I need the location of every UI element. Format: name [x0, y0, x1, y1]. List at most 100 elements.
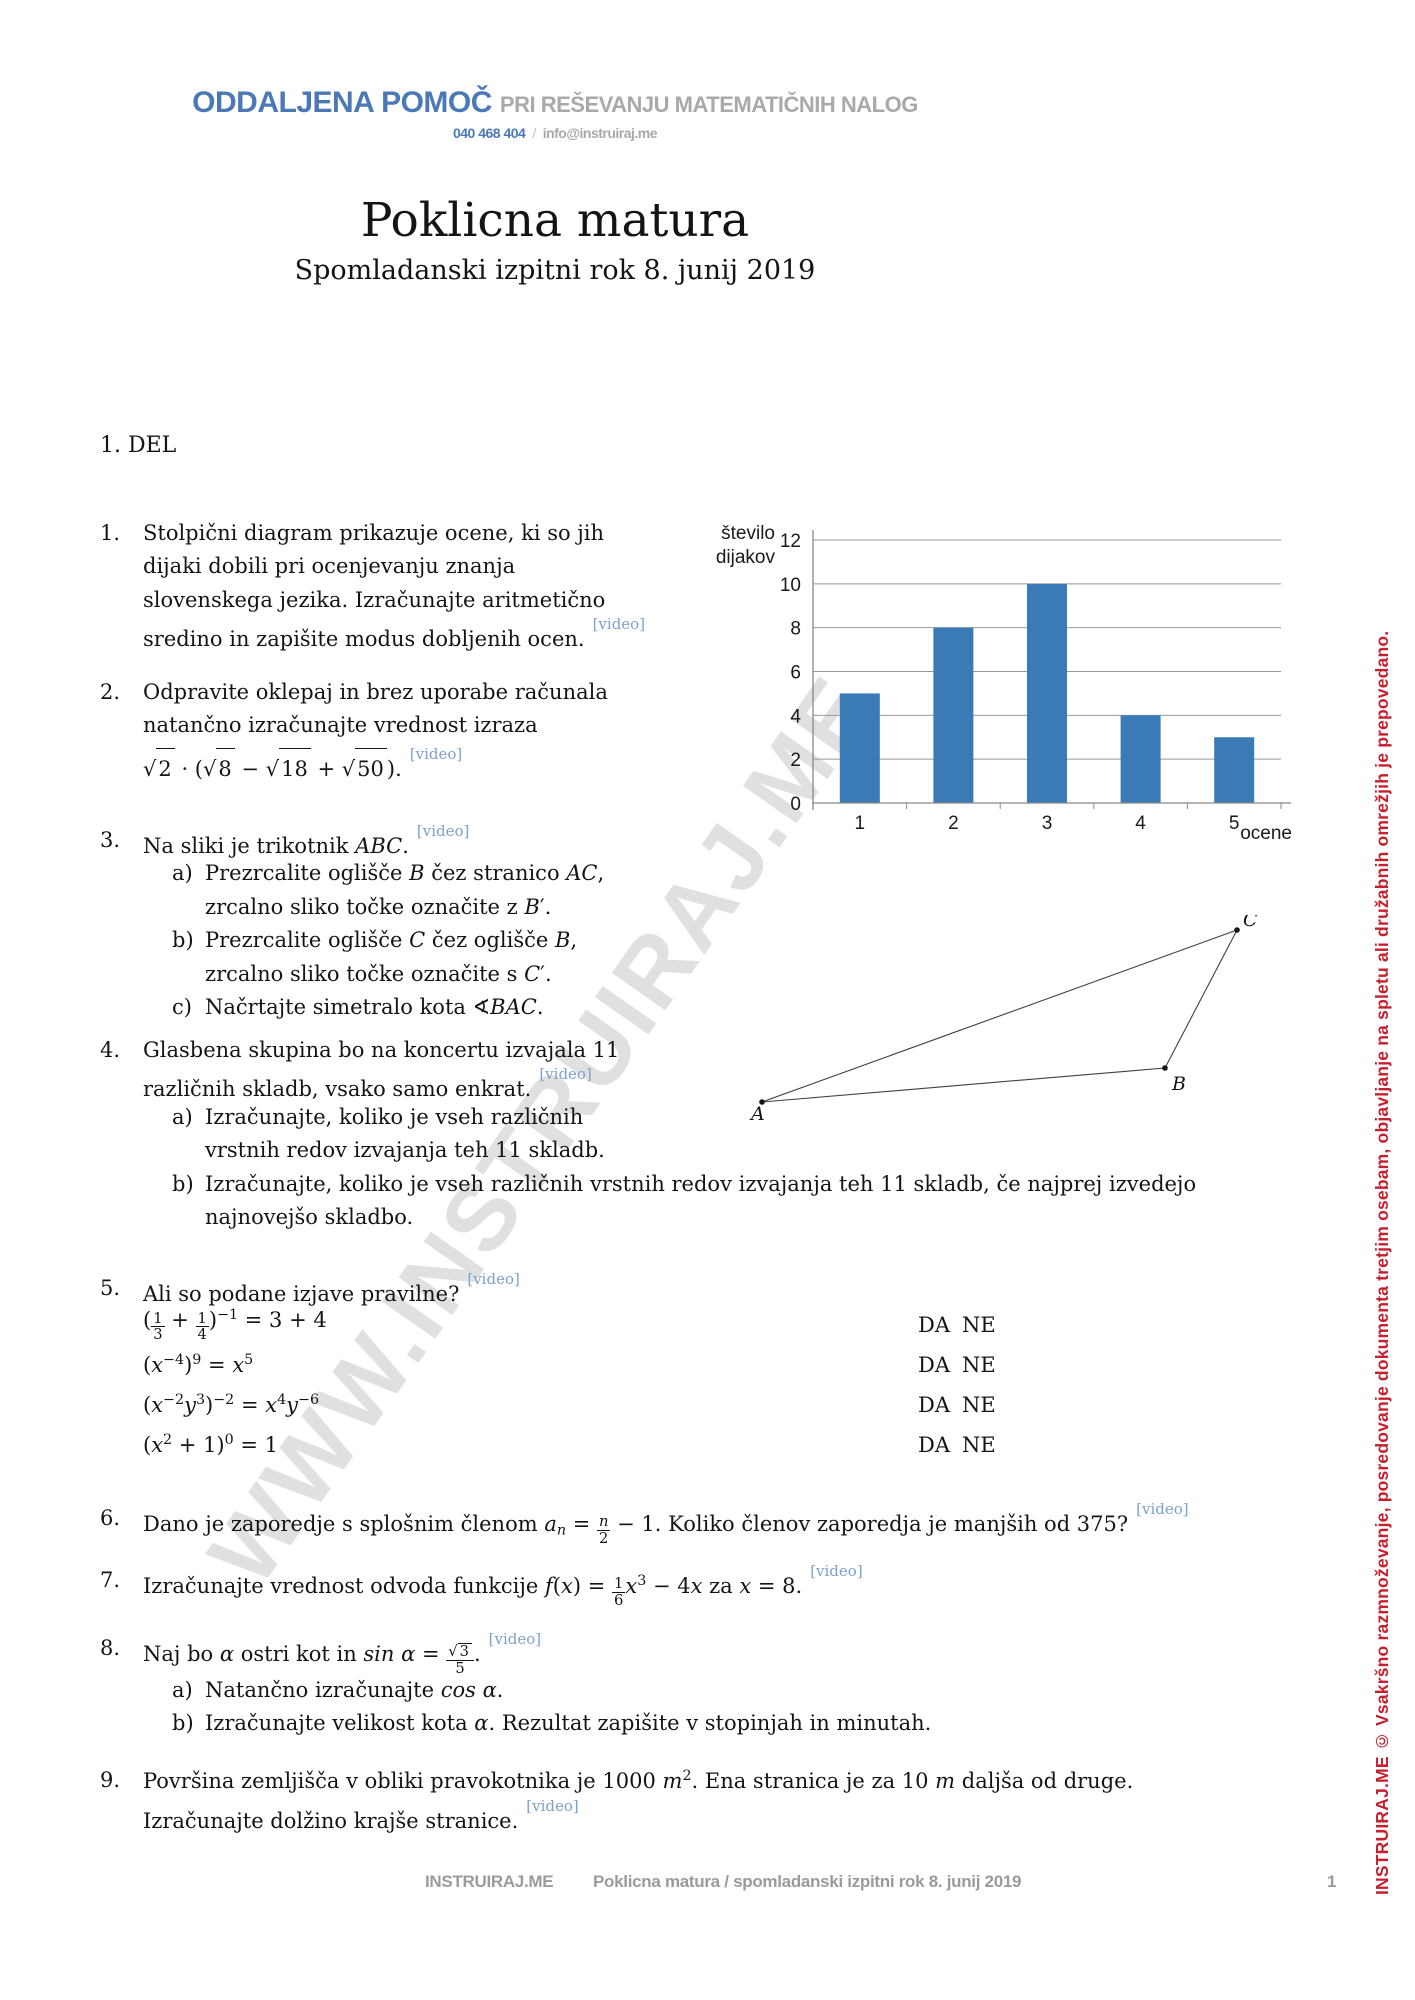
svg-text:6: 6	[790, 663, 801, 684]
question-line: Glasbena skupina bo na koncertu izvajala…	[143, 1038, 620, 1062]
item-label: b)	[172, 928, 194, 953]
question-line: Naj bo α ostri kot in sin α = √ 3 5 . [video…	[143, 1628, 931, 1677]
question-line: Dano je zaporedje s splošnim členom an =…	[143, 1498, 1189, 1546]
item-line: Natančno izračunajte cos α.	[205, 1678, 504, 1702]
item-line: Izračunajte, koliko je vseh različnih	[205, 1104, 584, 1129]
phone-number: 040 468 404	[452, 125, 526, 141]
question-number: 4.	[100, 1038, 121, 1062]
statement-math: (x2 + 1)0 = 1	[143, 1432, 279, 1458]
item-line: vrstnih redov izvajanja teh 11 skladb.	[205, 1138, 605, 1163]
formula-math: √2 · (√8 − √18 + √50).	[143, 747, 402, 781]
video-link[interactable]: [video]	[1136, 1500, 1189, 1518]
statement-row: (x2 + 1)0 = 1 DA NE	[143, 1425, 996, 1465]
svg-text:5: 5	[1229, 813, 1240, 834]
svg-text:2: 2	[790, 750, 801, 771]
svg-text:8: 8	[790, 619, 801, 640]
copyright-notice: INSTRUIRAJ.ME © Vsakršno razmnoževanje, …	[1372, 630, 1392, 1895]
question-7: 7. Izračunajte vrednost odvoda funkcije …	[100, 1560, 863, 1608]
video-link[interactable]: [video]	[592, 615, 646, 634]
triangle-vertex-dot	[1234, 927, 1240, 933]
sub-item-a: a) Natančno izračunajte cos α.	[143, 1674, 931, 1707]
svg-text:2: 2	[948, 813, 959, 834]
question-line: dijaki dobili pri ocenjevanju znanja	[143, 554, 516, 579]
question-line-text: Izračunajte dolžino krajše stranice.	[143, 1809, 519, 1833]
video-link[interactable]: [video]	[409, 744, 463, 763]
item-label: a)	[172, 861, 193, 886]
email-address: info@instruiraj.me	[542, 125, 658, 141]
question-line-text: različnih skladb, vsako samo enkrat.	[143, 1077, 532, 1102]
svg-text:3: 3	[1042, 813, 1053, 834]
video-link[interactable]: [video]	[810, 1562, 863, 1580]
svg-text:4: 4	[1135, 813, 1146, 834]
vertex-label-c: C	[1243, 915, 1258, 931]
statement-math: (x−2y3)−2 = x4y−6	[143, 1392, 320, 1418]
svg-text:0: 0	[790, 794, 801, 815]
question-5: 5. Ali so podane izjave pravilne? [video]…	[100, 1270, 996, 1465]
chart-y-axis-label: število dijakov	[711, 522, 775, 570]
tagline-text: PRI REŠEVANJU MATEMATIČNIH NALOG	[499, 92, 918, 117]
ne-label: NE	[962, 1353, 996, 1378]
svg-text:10: 10	[780, 575, 801, 596]
footer-document: Poklicna matura / spomladanski izpitni r…	[593, 1872, 1022, 1891]
question-line: Izračunajte vrednost odvoda funkcije f(x…	[143, 1560, 863, 1608]
video-link[interactable]: [video]	[488, 1630, 542, 1648]
svg-text:1: 1	[855, 813, 866, 834]
item-line: zrcalno sliko točke označite z B′.	[205, 894, 552, 919]
question-line-text: sredino in zapišite modus dobljenih ocen…	[143, 627, 585, 652]
footer-page-number: 1	[1327, 1872, 1337, 1891]
item-line: Izračunajte, koliko je vseh različnih vr…	[205, 1171, 1197, 1196]
ne-label: NE	[962, 1313, 996, 1338]
vertex-label-b: B	[1171, 1073, 1186, 1095]
question-line-text: Ali so podane izjave pravilne?	[143, 1282, 460, 1306]
triangle-vertex-dot	[1162, 1065, 1168, 1071]
question-line-text: Naj bo α ostri kot in sin α = √ 3 5.	[143, 1642, 481, 1677]
video-link[interactable]: [video]	[526, 1797, 579, 1815]
question-line: Na sliki je trikotnik ABC. [video]	[143, 822, 604, 858]
question-3: 3. Na sliki je trikotnik ABC. [video] a) …	[100, 822, 605, 1024]
item-label: a)	[172, 1104, 193, 1129]
question-8: 8. Naj bo α ostri kot in sin α = √ 3 5 . [vi…	[100, 1628, 931, 1741]
statement-row: (1 3 + 1 4)−1 = 3 + 4 DA NE	[143, 1305, 996, 1345]
question-line: natančno izračunajte vrednost izraza	[143, 713, 538, 738]
question-6: 6. Dano je zaporedje s splošnim členom a…	[100, 1498, 1189, 1546]
item-line: Prezrcalite oglišče C čez oglišče B,	[205, 928, 578, 953]
question-number: 2.	[100, 680, 121, 704]
triangle-side-ab	[761, 1067, 1166, 1103]
question-number: 9.	[100, 1768, 121, 1792]
triangle-side-ac	[761, 929, 1238, 1103]
statement-row: (x−2y3)−2 = x4y−6 DA NE	[143, 1385, 996, 1425]
brand-text: ODDALJENA POMOČ	[192, 86, 492, 119]
sub-item-b: b) Prezrcalite oglišče C čez oglišče B, …	[143, 924, 604, 991]
question-number: 5.	[100, 1276, 121, 1300]
video-link[interactable]: [video]	[467, 1270, 520, 1288]
bar-chart: število dijakov 0 2 4 6 8 10 12 1 2 3 4 5 ocene	[716, 520, 1300, 865]
question-line: sredino in zapišite modus dobljenih ocen…	[143, 615, 646, 652]
ne-label: NE	[962, 1393, 996, 1418]
question-2: 2. Odpravite oklepaj in brez uporabe rač…	[100, 676, 608, 783]
chart-y-axis-label-line: število	[721, 523, 775, 544]
video-link[interactable]: [video]	[539, 1065, 592, 1084]
page-title: Poklicna matura	[360, 193, 750, 248]
question-number: 1.	[100, 521, 121, 545]
question-number: 7.	[100, 1568, 121, 1592]
triangle-vertex-dot	[759, 1099, 765, 1105]
question-line: Odpravite oklepaj in brez uporabe računa…	[143, 680, 608, 704]
da-label: DA	[918, 1433, 951, 1458]
question-number: 6.	[100, 1506, 121, 1530]
question-line: različnih skladb, vsako samo enkrat. [vid…	[143, 1065, 1196, 1102]
vertex-label-a: A	[749, 1103, 765, 1120]
chart-y-axis-label-line: dijakov	[715, 547, 775, 568]
video-link[interactable]: [video]	[416, 822, 470, 840]
da-label: DA	[918, 1393, 951, 1418]
question-number: 3.	[100, 828, 121, 852]
chart-x-axis-label: ocene	[1240, 823, 1292, 844]
question-line: slovenskega jezika. Izračunajte aritmeti…	[143, 587, 606, 612]
statement-row: (x−4)9 = x5 DA NE	[143, 1345, 996, 1385]
statement-math: (x−4)9 = x5	[143, 1352, 254, 1378]
item-line: Prezrcalite oglišče B čez stranico AC,	[205, 861, 605, 886]
page-subtitle: Spomladanski izpitni rok 8. junij 2019	[294, 255, 816, 286]
item-label: b)	[172, 1711, 194, 1736]
question-9: 9. Površina zemljišča v obliki pravokotn…	[100, 1764, 1133, 1833]
